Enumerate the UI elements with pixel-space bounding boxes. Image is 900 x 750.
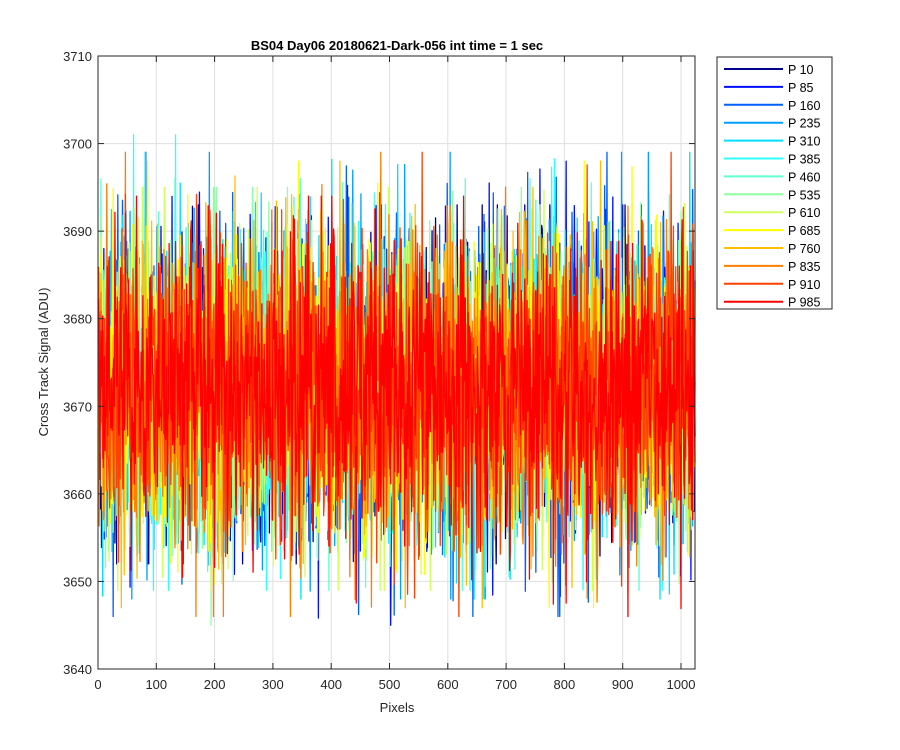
legend-label: P 85: [788, 81, 814, 95]
legend-box: [716, 56, 833, 310]
x-tick-label: 400: [320, 677, 342, 692]
x-tick-label: 0: [94, 677, 101, 692]
legend-label: P 535: [788, 188, 820, 202]
chart-title: BS04 Day06 20180621-Dark-056 int time = …: [251, 38, 543, 53]
x-tick-label: 600: [437, 677, 459, 692]
legend-label: P 835: [788, 260, 820, 274]
legend: P 10 P 85 P 160 P 235 P 310 P 385 P 460 P 535 P …: [724, 63, 820, 310]
y-tick-label: 3690: [63, 224, 92, 239]
legend-label: P 910: [788, 278, 820, 292]
y-tick-label: 3680: [63, 312, 92, 327]
legend-label: P 685: [788, 224, 820, 238]
x-tick-label: 500: [379, 677, 401, 692]
series-lines: [97, 134, 696, 626]
x-tick-label: 800: [554, 677, 576, 692]
legend-label: P 10: [788, 63, 814, 77]
legend-label: P 310: [788, 135, 820, 149]
legend-label: P 760: [788, 242, 820, 256]
series-line-p-985: [97, 195, 696, 618]
y-tick-label: 3640: [63, 662, 92, 677]
x-tick-label: 900: [612, 677, 634, 692]
axis-ticks: 0 100 200 300 400 500 600 700 800 900 1000 3640 3650…: [63, 49, 695, 692]
legend-label: P 610: [788, 206, 820, 220]
x-tick-label: 300: [262, 677, 284, 692]
y-tick-label: 3710: [63, 49, 92, 64]
x-tick-label: 700: [495, 677, 517, 692]
legend-label: P 460: [788, 170, 820, 184]
legend-label: P 235: [788, 117, 820, 131]
axes-box: [97, 55, 696, 670]
x-tick-label: 1000: [667, 677, 696, 692]
y-axis-label: Cross Track Signal (ADU): [36, 288, 51, 437]
legend-label: P 160: [788, 99, 820, 113]
y-tick-label: 3670: [63, 399, 92, 414]
y-tick-label: 3700: [63, 137, 92, 152]
legend-label: P 385: [788, 153, 820, 167]
y-tick-label: 3660: [63, 487, 92, 502]
x-axis-label: Pixels: [380, 700, 415, 715]
legend-label: P 985: [788, 296, 820, 310]
x-tick-label: 200: [204, 677, 226, 692]
x-tick-label: 100: [145, 677, 167, 692]
y-tick-label: 3650: [63, 574, 92, 589]
